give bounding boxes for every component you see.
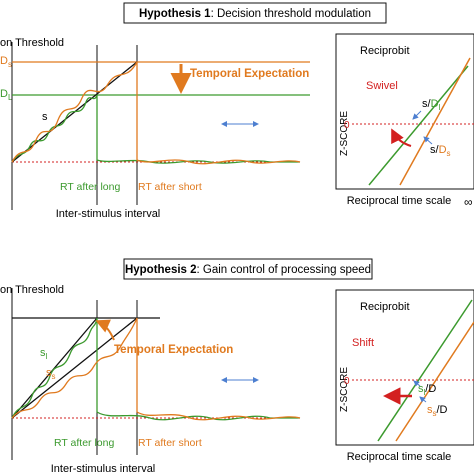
long-line-label: s/Dl (422, 98, 441, 112)
long-line (368, 65, 469, 186)
reciprobit-title: Reciprobit (360, 45, 410, 57)
short-line-2 (395, 321, 474, 442)
hypothesis-1-title: Hypothesis 1: Decision threshold modulat… (139, 8, 371, 20)
accumulator-long-trace-2 (11, 317, 300, 421)
reciprocal-x-label-2: Reciprocal time scale (347, 451, 452, 463)
short-line-label-2: ss/D (427, 404, 448, 418)
rt-long-label: RT after long (60, 181, 120, 193)
rt-short-label-2: RT after short (138, 437, 202, 449)
shift-label: Shift (352, 337, 374, 349)
temporal-expectation-label: Temporal Expectation (190, 68, 309, 80)
drift-short-2 (11, 317, 138, 419)
z-score-label: Z-SCORE (339, 111, 350, 156)
reciprobit-frame-2 (335, 289, 474, 446)
pointer-long-2 (413, 380, 421, 387)
accumulator-short-trace (11, 61, 301, 165)
pointer-short (423, 136, 433, 145)
swivel-arrow (391, 128, 412, 147)
pointer-long (412, 110, 422, 120)
rt-short-label: RT after short (138, 181, 202, 193)
hypothesis-1-box (123, 2, 387, 24)
z-score-label-2: Z-SCORE (339, 367, 350, 412)
d-l-label: DL (0, 88, 13, 102)
s-s-label: ss (46, 367, 56, 381)
reciprobit-title-2: Reciprobit (360, 301, 410, 313)
temporal-expectation-label-2: Temporal Expectation (114, 344, 233, 356)
short-line-label: s/Ds (430, 144, 451, 158)
reciprocal-x-label: Reciprocal time scale (347, 195, 452, 207)
long-line-2 (377, 299, 473, 442)
threshold-label: on Threshold (0, 37, 64, 49)
swivel-label: Swivel (366, 80, 398, 92)
zero-label: 0 (344, 120, 350, 131)
accumulator-long-trace (11, 94, 300, 164)
panel-hypothesis-2: Hypothesis 2: Gain control of processing… (0, 258, 474, 474)
long-line-label-2: sl/D (418, 383, 436, 397)
x-axis-label-2: Inter-stimulus interval (51, 463, 156, 474)
d-s-label: Ds (0, 55, 12, 69)
reciprobit-frame (335, 33, 474, 190)
hypothesis-2-title: Hypothesis 2: Gain control of processing… (125, 264, 371, 276)
hypothesis-2-box (123, 258, 373, 280)
accumulator-short-trace-2 (11, 317, 301, 421)
x-axis-label: Inter-stimulus interval (56, 208, 161, 220)
panel-hypothesis-1: Hypothesis 1: Decision threshold modulat… (0, 2, 474, 220)
temporal-expectation-arrow-2 (95, 319, 115, 341)
rt-long-label-2: RT after long (54, 437, 114, 449)
s-label: s (42, 111, 48, 123)
zero-label-2: 0 (344, 376, 350, 387)
s-l-label: sl (40, 347, 48, 361)
pointer-short-2 (419, 396, 427, 403)
short-line (399, 57, 471, 186)
infinity-label: ∞ (464, 195, 473, 209)
threshold-label-2: on Threshold (0, 284, 64, 296)
